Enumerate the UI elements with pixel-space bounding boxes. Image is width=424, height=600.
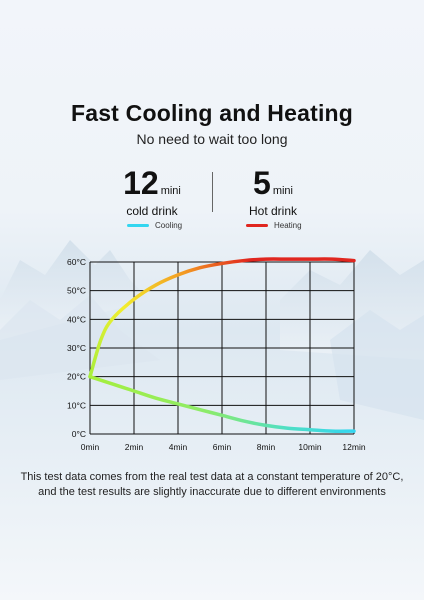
- legend-heating-swatch: [246, 224, 268, 227]
- x-tick-label: 10min: [298, 442, 321, 452]
- x-tick-label: 12min: [342, 442, 365, 452]
- legend-cooling: Cooling: [127, 221, 182, 230]
- x-tick-label: 6min: [213, 442, 232, 452]
- page-subtitle: No need to wait too long: [136, 131, 288, 147]
- footnote-line-2: and the test results are slightly inaccu…: [38, 486, 386, 498]
- hot-drink-value: 5 mini: [213, 165, 333, 202]
- legend-cooling-label: Cooling: [155, 221, 183, 230]
- cold-drink-value: 12 mini: [92, 165, 212, 202]
- y-tick-label: 0°C: [72, 429, 86, 439]
- legend-heating-label: Heating: [274, 221, 302, 230]
- cooling-series-line: [88, 374, 356, 433]
- legend-heating: Heating: [246, 221, 302, 230]
- stat-divider: [212, 172, 213, 212]
- cold-drink-number: 12: [123, 165, 159, 201]
- y-tick-label: 30°C: [67, 343, 86, 353]
- cold-drink-label: cold drink: [126, 204, 178, 218]
- footnote: This test data comes from the real test …: [0, 470, 424, 500]
- x-tick-label: 4min: [169, 442, 188, 452]
- page-title: Fast Cooling and Heating: [70, 100, 354, 126]
- heating-series-line: [88, 257, 356, 379]
- y-tick-label: 40°C: [67, 314, 86, 324]
- y-tick-label: 10°C: [67, 400, 86, 410]
- y-tick-label: 20°C: [67, 372, 86, 382]
- y-tick-label: 60°C: [67, 257, 86, 267]
- y-tick-label: 50°C: [67, 286, 86, 296]
- x-tick-label: 8min: [257, 442, 276, 452]
- hot-drink-stat: 5 mini Hot drink: [213, 165, 333, 218]
- cold-drink-stat: 12 mini cold drink: [92, 165, 212, 218]
- footnote-line-1: This test data comes from the real test …: [20, 471, 404, 483]
- legend-cooling-swatch: [127, 224, 149, 227]
- x-tick-label: 0min: [81, 442, 100, 452]
- hot-drink-label: Hot drink: [248, 204, 298, 218]
- x-tick-label: 2min: [125, 442, 144, 452]
- cold-drink-unit: mini: [160, 185, 181, 197]
- hot-drink-unit: mini: [272, 185, 293, 197]
- hot-drink-number: 5: [253, 165, 271, 201]
